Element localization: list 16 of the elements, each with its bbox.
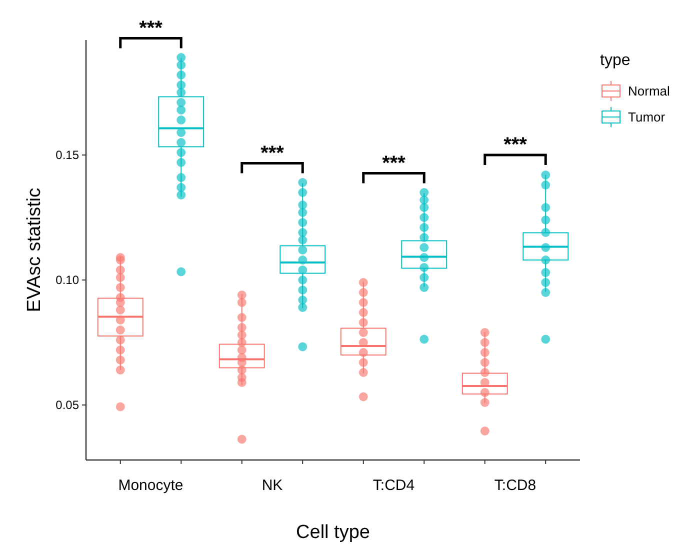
x-axis-title: Cell type: [296, 522, 370, 543]
y-tick-label: 0.10: [56, 273, 80, 288]
annotation: ***: [504, 134, 528, 156]
x-tick-label: Monocyte: [118, 477, 184, 494]
annotation: ***: [260, 142, 284, 164]
x-tick-label: T:CD8: [494, 477, 536, 494]
text: ***: [139, 17, 163, 40]
y-axis-title: EVAsc statistic: [24, 188, 45, 312]
annotation: ***: [382, 152, 406, 174]
legend-label: Normal: [628, 84, 670, 99]
y-tick-label: 0.05: [56, 398, 80, 412]
legend-title: type: [600, 52, 630, 69]
y-tick-label: 0.15: [56, 148, 80, 162]
x-tick-label: NK: [262, 477, 283, 494]
legend-label: Tumor: [628, 110, 666, 125]
x-tick-label: T:CD4: [372, 477, 415, 494]
